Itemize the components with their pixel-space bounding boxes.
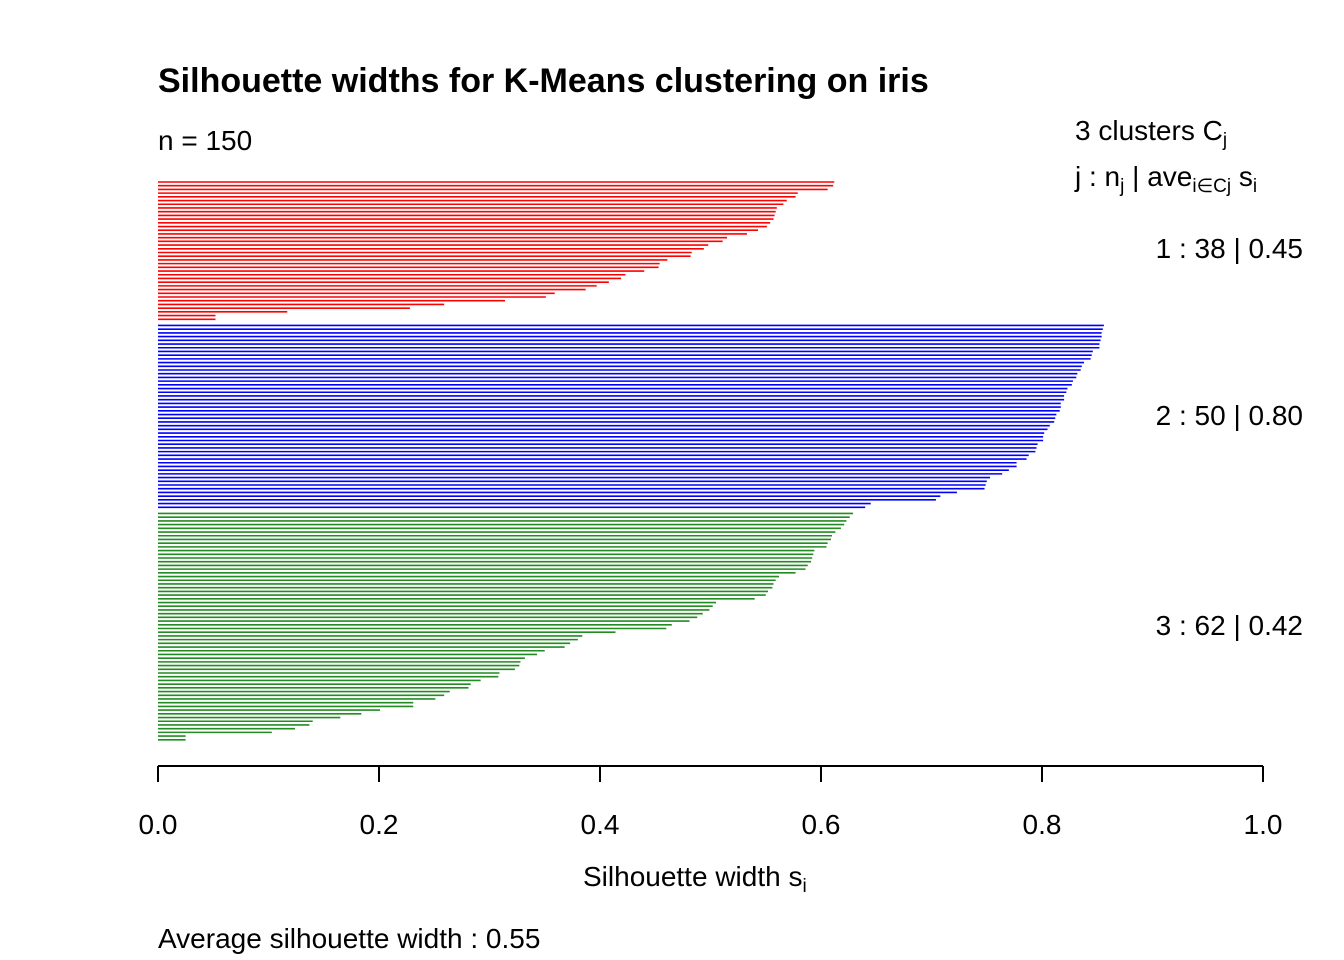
legend-header-2: j : nj | avei∈Cj si bbox=[1074, 161, 1257, 197]
x-tick-label: 0.6 bbox=[802, 809, 841, 840]
legend: 3 clusters Cj j : nj | avei∈Cj si 1 : 38… bbox=[1074, 115, 1303, 641]
chart-subtitle: n = 150 bbox=[158, 125, 252, 156]
bars bbox=[158, 181, 1104, 741]
cluster-label-2: 2 : 50 | 0.80 bbox=[1156, 400, 1303, 431]
chart-title: Silhouette widths for K-Means clustering… bbox=[158, 62, 929, 100]
cluster-label-1: 1 : 38 | 0.45 bbox=[1156, 233, 1303, 264]
x-tick-label: 0.2 bbox=[360, 809, 399, 840]
x-axis-label: Silhouette width si bbox=[583, 861, 807, 897]
x-tick-label: 1.0 bbox=[1244, 809, 1283, 840]
x-tick-label: 0.0 bbox=[139, 809, 178, 840]
x-tick-label: 0.4 bbox=[581, 809, 620, 840]
legend-header-1: 3 clusters Cj bbox=[1075, 115, 1227, 151]
x-tick-label: 0.8 bbox=[1023, 809, 1062, 840]
average-silhouette-footer: Average silhouette width : 0.55 bbox=[158, 923, 540, 954]
cluster-label-3: 3 : 62 | 0.42 bbox=[1156, 610, 1303, 641]
x-axis: 0.0 0.2 0.4 0.6 0.8 1.0 bbox=[139, 765, 1283, 840]
